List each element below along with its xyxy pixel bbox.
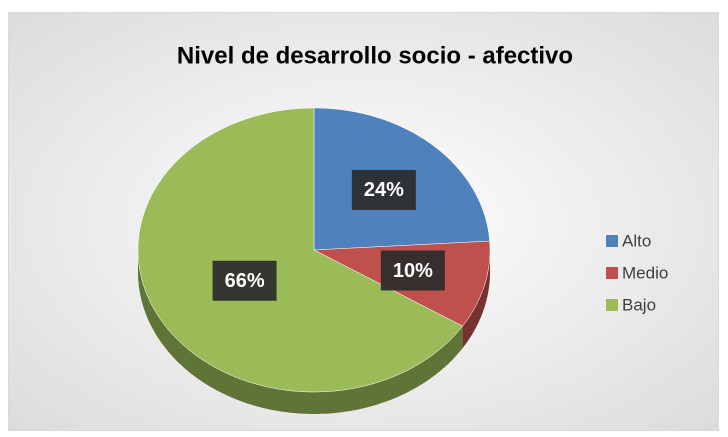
data-label-box xyxy=(351,169,416,210)
slice-side xyxy=(462,250,490,349)
legend-label: Alto xyxy=(622,231,651,250)
data-label: 24% xyxy=(364,179,404,201)
slice xyxy=(137,107,463,393)
data-label-box xyxy=(380,250,445,291)
legend-label: Bajo xyxy=(622,295,656,314)
slice-side xyxy=(138,250,463,414)
legend-label: Medio xyxy=(622,263,668,282)
legend-swatch xyxy=(606,267,618,279)
data-label-box xyxy=(212,260,277,301)
legend-swatch xyxy=(606,299,618,311)
legend-swatch xyxy=(606,235,618,247)
data-label: 66% xyxy=(225,270,265,292)
data-label: 10% xyxy=(393,260,433,282)
chart-title: Nivel de desarrollo socio - afectivo xyxy=(177,42,573,69)
